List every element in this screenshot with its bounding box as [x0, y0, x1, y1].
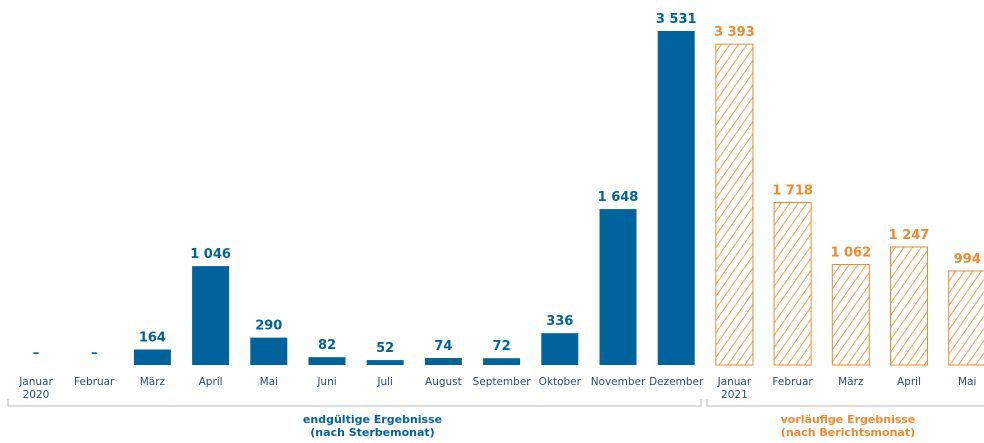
bar-final-5 [308, 357, 346, 365]
bar-final-11 [657, 31, 695, 365]
value-label: 82 [318, 338, 336, 353]
value-label: 1 247 [889, 228, 930, 243]
bar-final-6 [366, 360, 404, 365]
bar-final-10 [599, 209, 637, 365]
value-label: – [91, 346, 98, 361]
bars-layer [133, 31, 984, 366]
value-label: 164 [139, 331, 166, 346]
bar-final-2 [133, 349, 171, 365]
value-label: 1 718 [772, 184, 813, 199]
value-label: 1 062 [830, 246, 871, 261]
x-tick-label: Dezember [649, 376, 704, 388]
x-tick-label: Juli [376, 376, 393, 388]
value-label: 52 [376, 341, 394, 356]
bar-final-9 [541, 333, 579, 365]
bar-provisional-0 [715, 43, 754, 366]
value-label: 994 [954, 252, 981, 267]
x-tick-label: Januar 2020 [18, 376, 53, 401]
bar-final-4 [250, 337, 288, 365]
x-tick-label: Juni [316, 376, 336, 388]
x-tick-label: September [473, 376, 532, 388]
group-brackets [7, 399, 984, 407]
tick-labels-layer: Januar 2020 Februar März April Mai Juni Juli Aug… [18, 376, 976, 401]
group-label-final: endgültige Ergebnisse (nach Sterbemonat) [303, 413, 442, 439]
value-label: 1 648 [598, 190, 639, 205]
value-label: 72 [493, 339, 511, 354]
bracket-provisional [706, 399, 984, 407]
x-tick-label: Mai [260, 376, 278, 388]
x-tick-label: April [897, 376, 921, 388]
group-labels-layer: endgültige Ergebnisse (nach Sterbemonat) v… [303, 413, 915, 439]
x-tick-label: Januar 2021 [717, 376, 752, 401]
x-tick-label: März [140, 376, 166, 388]
x-tick-label: Februar [772, 376, 813, 388]
bar-provisional-4 [948, 270, 984, 366]
x-tick-label: März [838, 376, 864, 388]
bar-provisional-2 [831, 264, 870, 366]
x-tick-label: April [199, 376, 223, 388]
bar-final-3 [192, 266, 230, 365]
value-label: 290 [255, 319, 282, 334]
value-label: 1 046 [190, 247, 231, 262]
value-label: 3 393 [714, 25, 755, 40]
value-label: 336 [546, 314, 573, 329]
x-tick-label: August [425, 376, 462, 388]
value-label: 3 531 [656, 12, 697, 27]
group-label-provisional: vorläufige Ergebnisse (nach Berichtsmonat… [781, 413, 916, 439]
x-tick-label: Oktober [539, 376, 582, 388]
bar-provisional-1 [773, 202, 812, 366]
x-tick-label: Februar [74, 376, 115, 388]
value-label: – [33, 346, 40, 361]
x-tick-label: Mai [958, 376, 976, 388]
value-labels-layer: – – 164 1 046 290 82 52 74 72 336 1 648 3 531 3 393 1… [33, 12, 981, 361]
bar-final-7 [424, 358, 462, 365]
bracket-final [7, 399, 702, 407]
x-tick-label: November [591, 376, 646, 388]
bar-final-8 [483, 358, 521, 365]
bar-provisional-3 [890, 246, 928, 366]
value-label: 74 [434, 339, 452, 354]
